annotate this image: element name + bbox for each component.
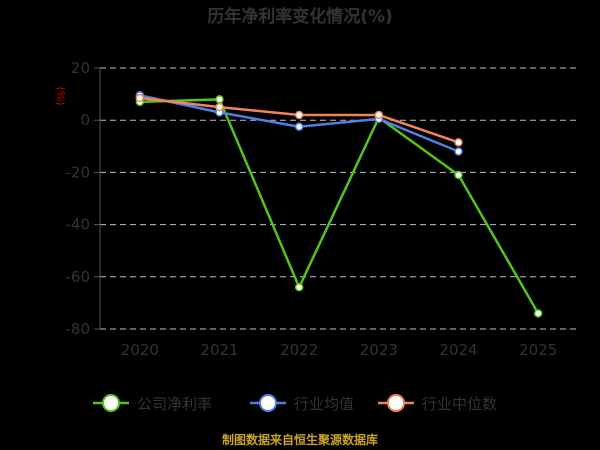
y-tick-label: -60: [66, 268, 91, 286]
series-1-point: [454, 147, 463, 156]
series-2-point: [454, 138, 463, 147]
y-axis-ticks: 20 0 -20 -40 -60 -80: [66, 59, 91, 338]
x-tick-label: 2022: [280, 341, 318, 359]
x-tick-label: 2024: [439, 341, 477, 359]
gridlines: [94, 67, 578, 330]
series-2-point: [374, 110, 384, 120]
x-tick-label: 2025: [519, 341, 557, 359]
series-0-point: [294, 282, 304, 292]
legend-swatch-marker: [387, 394, 405, 412]
y-tick-label: -80: [66, 320, 91, 338]
series-0-point: [215, 95, 224, 104]
legend-swatch-marker: [102, 394, 120, 412]
series-2-point: [135, 93, 145, 103]
legend-swatch-marker: [259, 394, 277, 412]
legend-label: 行业均值: [294, 395, 354, 413]
series-lines: [135, 91, 543, 318]
x-tick-label: 2020: [121, 341, 159, 359]
legend-label: 行业中位数: [422, 395, 497, 413]
y-tick-label: -40: [66, 216, 91, 234]
series-2-point: [294, 110, 304, 120]
y-axis-unit: (%): [54, 86, 67, 105]
series-1-point: [294, 122, 304, 131]
y-tick-label: 0: [80, 111, 90, 129]
series-2-point: [215, 102, 224, 112]
data-source-note: 制图数据来自恒生聚源数据库: [222, 432, 378, 447]
y-tick-label: -20: [66, 163, 91, 181]
x-axis-ticks: 2020 2021 2022 2023 2024 2025: [121, 341, 558, 359]
chart-title: 历年净利率变化情况(%): [207, 6, 393, 27]
x-tick-label: 2023: [360, 341, 398, 359]
x-tick-label: 2021: [200, 341, 238, 359]
legend: 公司净利率 行业均值 行业中位数: [93, 394, 497, 413]
series-0-point: [454, 170, 463, 180]
series-0-point: [533, 309, 543, 318]
y-tick-label: 20: [71, 59, 90, 77]
legend-label: 公司净利率: [137, 395, 212, 413]
series-0-line: [139, 98, 540, 314]
